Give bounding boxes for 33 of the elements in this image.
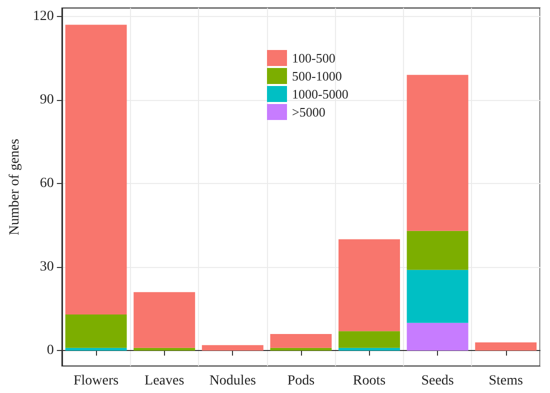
bar: [270, 348, 332, 351]
x-tick-label: Pods: [287, 374, 315, 388]
legend-label: >5000: [292, 104, 326, 120]
x-tick-label: Stems: [488, 374, 523, 388]
bar: [338, 239, 400, 332]
bar: [65, 348, 127, 351]
x-tick-label: Flowers: [73, 374, 119, 388]
bar: [65, 24, 127, 314]
bar: [406, 270, 468, 323]
x-tick-label: Leaves: [144, 374, 184, 388]
bar: [406, 230, 468, 270]
bar: [270, 334, 332, 348]
y-tick-label: 90: [40, 92, 54, 108]
x-tick-label: Nodules: [209, 374, 256, 388]
y-axis-title: Number of genes: [8, 138, 22, 236]
x-tick-label: Roots: [352, 374, 386, 388]
legend-label: 500-1000: [292, 68, 342, 84]
y-tick-label: 120: [32, 8, 54, 24]
x-tick-label: Seeds: [421, 374, 454, 388]
y-tick-label: 0: [46, 343, 54, 358]
bar: [406, 74, 468, 231]
bar: [338, 331, 400, 348]
bar: [338, 348, 400, 351]
bar: [134, 292, 196, 348]
bar: [65, 314, 127, 348]
y-tick-label: 60: [40, 176, 54, 192]
bar: [475, 342, 537, 351]
bar: [202, 345, 264, 351]
y-tick-label: 30: [40, 260, 54, 275]
bar: [134, 348, 196, 351]
bar: [406, 322, 468, 351]
legend-label: 100-500: [292, 50, 336, 66]
legend-label: 1000-5000: [292, 86, 348, 102]
